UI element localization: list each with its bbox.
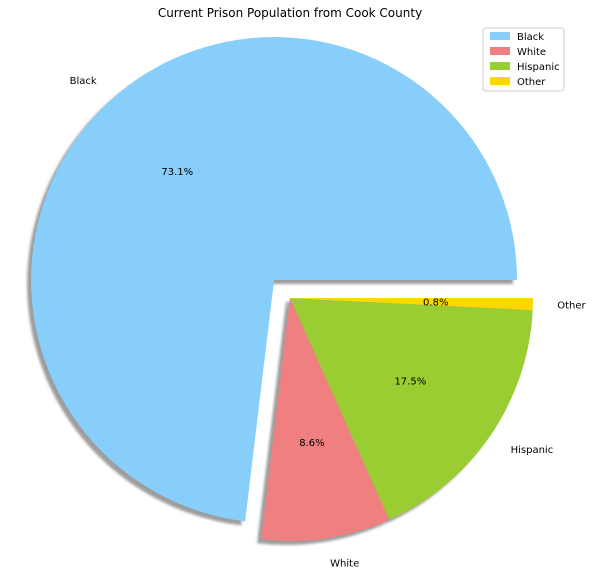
percent-label-hispanic: 17.5% — [394, 376, 426, 387]
category-label-hispanic: Hispanic — [511, 445, 554, 456]
category-label-white: White — [330, 558, 359, 569]
legend-swatch-other — [490, 77, 510, 85]
slice-labels: Black 73.1% White 8.6% Hispanic 17.5% Other 0.8… — [70, 76, 587, 569]
chart-title: Current Prison Population from Cook Coun… — [158, 6, 422, 20]
pie-slices — [31, 37, 533, 541]
legend-swatch-white — [490, 47, 510, 55]
category-label-other: Other — [557, 301, 586, 312]
legend-label-hispanic: Hispanic — [517, 62, 560, 73]
legend-swatch-hispanic — [490, 62, 510, 70]
legend-label-black: Black — [517, 32, 544, 43]
category-label-black: Black — [70, 76, 97, 87]
pie-slice-black — [31, 37, 518, 522]
percent-label-other: 0.8% — [423, 298, 448, 309]
percent-label-black: 73.1% — [161, 167, 193, 178]
pie-slice-hispanic — [290, 298, 533, 520]
legend-frame — [482, 27, 565, 92]
legend-swatch-black — [490, 32, 510, 40]
pie-slice-white — [261, 298, 390, 541]
percent-label-white: 8.6% — [299, 438, 324, 449]
legend-label-other: Other — [517, 77, 546, 88]
pie-slice-other — [290, 298, 533, 311]
legend-label-white: White — [517, 47, 546, 58]
legend: Black White Hispanic Other — [482, 27, 565, 92]
